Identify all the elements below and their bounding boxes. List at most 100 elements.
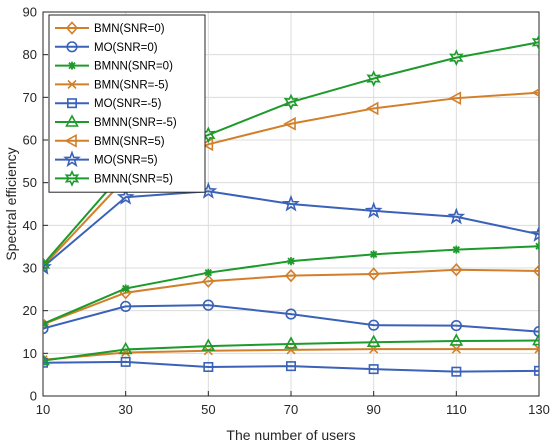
data-point <box>200 137 214 152</box>
legend-item: BMN(SNR=5) <box>55 133 165 148</box>
data-point <box>364 201 383 219</box>
x-axis-label: The number of users <box>226 427 355 443</box>
y-tick-label: 10 <box>23 346 37 361</box>
series-layer <box>43 33 539 377</box>
data-point <box>366 334 381 348</box>
data-point <box>282 194 300 212</box>
data-point <box>118 341 133 355</box>
data-point <box>202 274 215 288</box>
series-mo-snr-0- <box>43 299 539 338</box>
data-point <box>450 320 462 332</box>
series-bmnn-snr-0- <box>43 242 539 328</box>
data-point <box>366 101 379 116</box>
data-point <box>43 319 47 328</box>
data-point <box>203 361 214 372</box>
data-point <box>283 93 299 111</box>
y-axis-label: Spectral efficiency <box>3 147 19 260</box>
x-tick-label: 130 <box>528 402 550 417</box>
data-point <box>533 365 539 376</box>
legend-marker <box>66 41 78 53</box>
data-point <box>533 325 539 338</box>
data-point <box>285 361 296 372</box>
data-point <box>366 70 381 87</box>
data-point <box>368 319 380 331</box>
data-point <box>116 187 135 205</box>
legend-marker <box>65 21 79 35</box>
legend-label: MO(SNR=5) <box>94 155 158 167</box>
x-tick-label: 90 <box>366 402 380 417</box>
data-point <box>283 116 296 131</box>
data-point <box>369 250 378 259</box>
data-point <box>450 263 463 277</box>
legend-marker <box>67 98 78 109</box>
y-tick-label: 90 <box>23 5 37 20</box>
legend-marker <box>65 114 79 127</box>
x-tick-label: 30 <box>118 402 132 417</box>
data-point <box>120 356 131 367</box>
data-point <box>449 49 464 67</box>
series-line <box>43 190 539 268</box>
x-tick-label: 110 <box>446 402 467 417</box>
legend-label: MO(SNR=-5) <box>94 98 162 110</box>
legend-marker <box>67 79 77 89</box>
data-point <box>201 338 216 351</box>
legend-item: BMNN(SNR=0) <box>55 61 173 73</box>
legend-marker <box>63 150 81 168</box>
legend-item: BMNN(SNR=-5) <box>55 114 177 129</box>
data-point <box>447 207 466 225</box>
series-line <box>43 360 539 373</box>
legend-item: MO(SNR=5) <box>55 150 158 168</box>
data-point <box>368 364 379 375</box>
series-line <box>43 339 539 362</box>
data-point <box>534 344 539 354</box>
data-point <box>452 245 461 254</box>
legend-item: MO(SNR=-5) <box>55 98 162 110</box>
y-tick-label: 60 <box>23 133 37 148</box>
legend-item: BMNN(SNR=5) <box>55 170 173 187</box>
data-point <box>532 264 539 278</box>
data-point <box>287 257 295 266</box>
legend-marker <box>64 170 80 187</box>
series-line <box>43 268 539 326</box>
data-point <box>451 344 461 354</box>
legend-label: BMN(SNR=0) <box>94 23 165 35</box>
y-tick-label: 80 <box>23 47 37 62</box>
data-point <box>531 88 539 97</box>
data-point <box>202 299 214 311</box>
data-point <box>367 267 380 281</box>
y-tick-label: 20 <box>23 303 37 318</box>
y-tick-label: 0 <box>30 389 37 404</box>
data-point <box>285 308 297 320</box>
legend-label: MO(SNR=0) <box>94 42 158 54</box>
legend-marker <box>64 133 77 148</box>
data-point <box>449 333 464 346</box>
legend-item: MO(SNR=0) <box>55 41 158 54</box>
x-tick-label: 10 <box>36 402 50 417</box>
x-tick-label: 70 <box>284 402 298 417</box>
y-tick-label: 70 <box>23 90 37 105</box>
data-point <box>284 268 298 283</box>
data-point <box>43 352 50 366</box>
legend-item: BMN(SNR=-5) <box>55 79 169 91</box>
data-point <box>451 366 462 377</box>
series-bmnn-snr-5- <box>43 332 539 366</box>
series-line <box>43 304 539 333</box>
legend-label: BMNN(SNR=5) <box>94 173 173 185</box>
y-tick-label: 50 <box>23 175 37 190</box>
axes-frame <box>42 11 540 397</box>
data-point <box>43 257 52 275</box>
data-point <box>532 332 539 346</box>
data-point <box>284 336 298 349</box>
data-point <box>535 242 539 251</box>
data-point <box>204 268 213 277</box>
legend-item: BMN(SNR=0) <box>55 21 165 35</box>
data-point <box>530 224 539 242</box>
legend-marker <box>68 61 76 70</box>
legend: BMN(SNR=0) MO(SNR=0) BMNN(SNR=0) BMN(SNR=-5… <box>48 14 206 193</box>
legend-label: BMN(SNR=-5) <box>94 79 169 91</box>
data-point <box>43 256 51 273</box>
legend-label: BMNN(SNR=-5) <box>94 117 177 129</box>
x-tick-label: 50 <box>201 402 215 417</box>
